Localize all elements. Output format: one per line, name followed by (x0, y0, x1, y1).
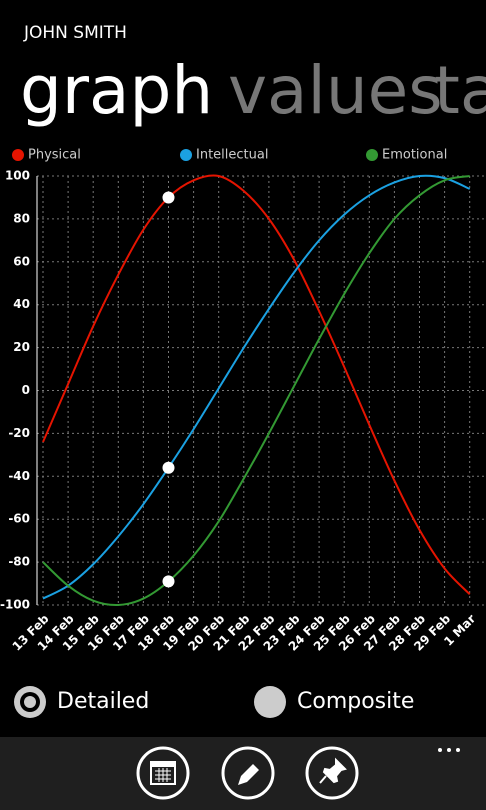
pivot-header[interactable]: values (228, 52, 443, 129)
y-tick-label: -20 (8, 426, 30, 440)
y-tick-label: 60 (13, 254, 30, 268)
view-options: Detailed Composite (14, 686, 414, 718)
legend-label: Physical (28, 148, 81, 163)
legend-label: Intellectual (196, 148, 268, 163)
y-tick-label: -60 (8, 512, 30, 526)
radio-button[interactable] (254, 686, 286, 718)
y-tick-label: 100 (5, 169, 30, 183)
pivot-header[interactable]: ta (434, 52, 486, 129)
calendar-button[interactable] (136, 746, 190, 800)
series-line (42, 175, 470, 607)
user-name: JOHN SMITH (23, 23, 127, 43)
radio-label[interactable]: Composite (297, 689, 414, 714)
y-tick-label: -100 (0, 598, 30, 612)
selected-point (162, 461, 175, 474)
more-button[interactable] (438, 748, 460, 752)
series-line (42, 174, 471, 595)
y-tick-label: -40 (8, 469, 30, 483)
series-line (42, 174, 471, 600)
y-tick-label: 40 (13, 297, 30, 311)
pivot-header[interactable]: graph (20, 52, 213, 129)
selected-point (162, 575, 175, 588)
edit-button[interactable] (221, 746, 275, 800)
legend-swatch (180, 149, 192, 161)
radio-dot (24, 696, 36, 708)
pin-button[interactable] (305, 746, 359, 800)
legend-swatch (366, 149, 378, 161)
y-tick-label: 80 (13, 211, 30, 225)
selected-point (162, 191, 175, 204)
radio-label[interactable]: Detailed (57, 689, 149, 714)
y-tick-label: 0 (22, 383, 30, 397)
legend-label: Emotional (382, 148, 447, 163)
legend-swatch (12, 149, 24, 161)
y-tick-label: 20 (13, 340, 30, 354)
y-tick-label: -80 (8, 555, 30, 569)
